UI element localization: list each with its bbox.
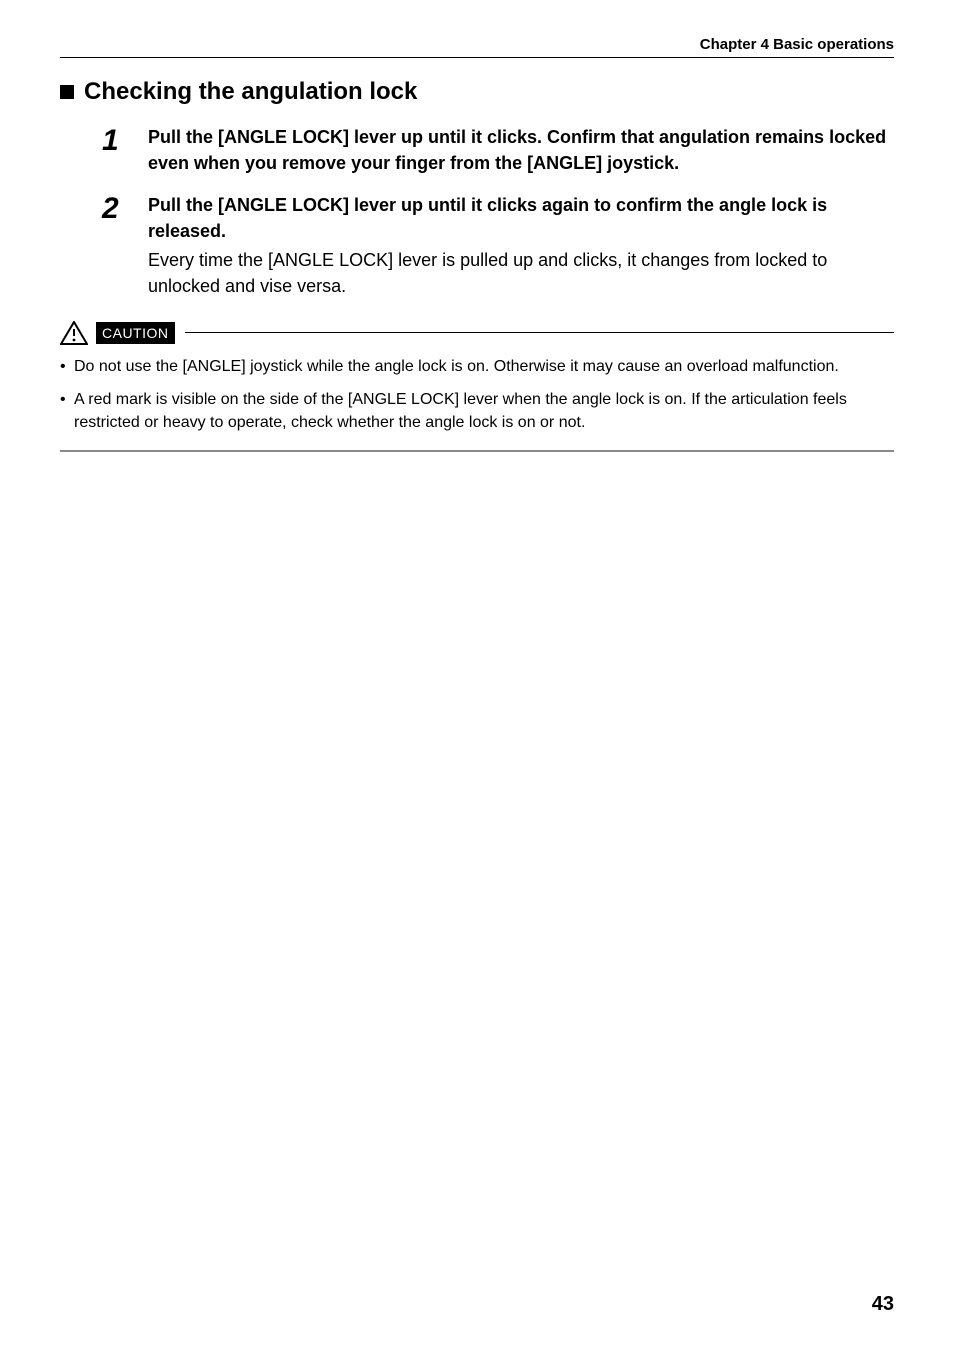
warning-triangle-icon — [60, 321, 88, 345]
section-heading: Checking the angulation lock — [60, 78, 894, 106]
caution-header: CAUTION — [60, 321, 894, 345]
caution-label: CAUTION — [96, 322, 175, 344]
steps-list: 1 Pull the [ANGLE LOCK] lever up until i… — [102, 124, 894, 299]
step-body: Pull the [ANGLE LOCK] lever up until it … — [148, 192, 894, 299]
step-item: 2 Pull the [ANGLE LOCK] lever up until i… — [102, 192, 894, 299]
step-instruction: Pull the [ANGLE LOCK] lever up until it … — [148, 124, 894, 176]
caution-text: Do not use the [ANGLE] joystick while th… — [74, 355, 894, 378]
caution-block: CAUTION • Do not use the [ANGLE] joystic… — [60, 321, 894, 453]
caution-divider-line — [185, 332, 895, 333]
caution-body: • Do not use the [ANGLE] joystick while … — [60, 355, 894, 453]
page-container: Chapter 4 Basic operations Checking the … — [0, 0, 954, 492]
chapter-title: Chapter 4 Basic operations — [700, 36, 894, 53]
bullet-icon: • — [60, 388, 74, 434]
caution-item: • Do not use the [ANGLE] joystick while … — [60, 355, 894, 378]
square-bullet-icon — [60, 85, 74, 99]
step-note: Every time the [ANGLE LOCK] lever is pul… — [148, 248, 894, 298]
step-number: 1 — [102, 124, 148, 180]
section-title-text: Checking the angulation lock — [84, 78, 417, 106]
step-body: Pull the [ANGLE LOCK] lever up until it … — [148, 124, 894, 180]
step-item: 1 Pull the [ANGLE LOCK] lever up until i… — [102, 124, 894, 180]
caution-text: A red mark is visible on the side of the… — [74, 388, 894, 434]
step-number: 2 — [102, 192, 148, 299]
header-bar: Chapter 4 Basic operations — [60, 36, 894, 58]
page-number: 43 — [872, 1293, 894, 1316]
caution-item: • A red mark is visible on the side of t… — [60, 388, 894, 434]
bullet-icon: • — [60, 355, 74, 378]
step-instruction: Pull the [ANGLE LOCK] lever up until it … — [148, 192, 894, 244]
